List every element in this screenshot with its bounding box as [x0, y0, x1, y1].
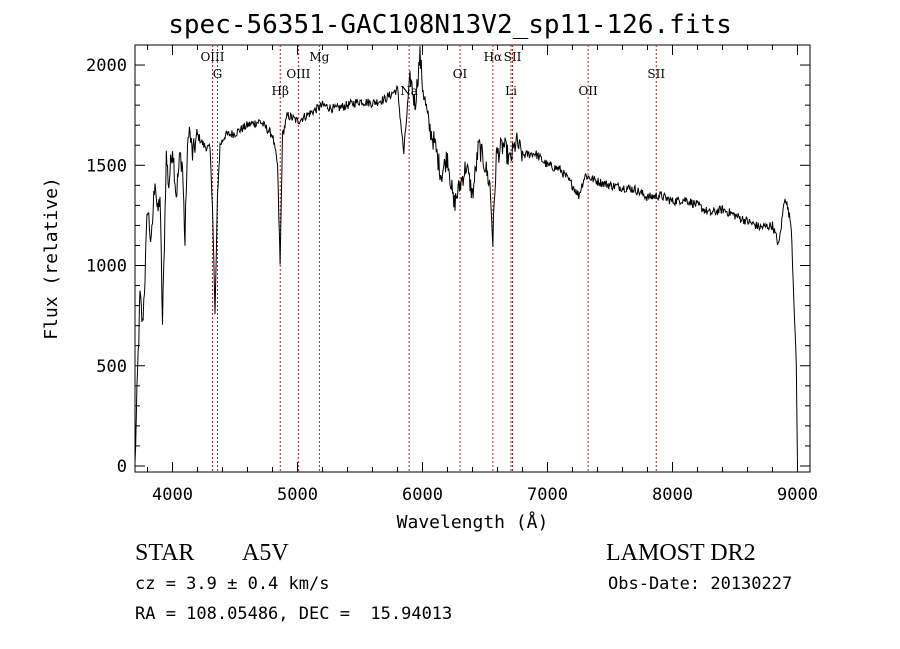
x-tick-label: 7000	[527, 485, 568, 505]
y-tick-label: 1500	[86, 156, 127, 176]
x-axis-label: Wavelength (Å)	[397, 511, 549, 533]
spectral-line-label: OIII	[286, 67, 310, 81]
spectral-line-label: Li	[505, 84, 517, 98]
spectrum-line	[134, 46, 798, 467]
spectral-line-label: OII	[578, 84, 598, 98]
spectral-line-label: G	[213, 67, 223, 81]
coordinates-text: RA = 108.05486, DEC = 15.94013	[135, 604, 453, 624]
y-axis-label: Flux (relative)	[41, 177, 62, 340]
x-tick-label: 5000	[277, 485, 318, 505]
spectral-line-label: OIII	[200, 50, 224, 64]
spectral-line-label: SII	[647, 67, 665, 81]
object-subclass: A5V	[242, 540, 289, 566]
spectral-line-label: Hα	[484, 50, 503, 64]
spectral-line-label: SII	[504, 50, 522, 64]
spectral-line-label: Mg	[309, 50, 329, 64]
x-tick-label: 8000	[652, 485, 693, 505]
x-tick-label: 4000	[152, 485, 193, 505]
object-class: STAR	[135, 540, 195, 566]
y-tick-label: 500	[96, 357, 127, 377]
plot-frame	[134, 44, 811, 473]
x-tick-label: 6000	[402, 485, 443, 505]
chart-title: spec-56351-GAC108N13V2_sp11-126.fits	[168, 10, 732, 40]
observation-date: Obs-Date: 20130227	[608, 574, 793, 594]
x-tick-label: 9000	[777, 485, 818, 505]
spectral-line-label: OI	[453, 67, 468, 81]
y-tick-label: 2000	[86, 56, 127, 76]
survey-name: LAMOST DR2	[606, 540, 756, 566]
redshift-text: cz = 3.9 ± 0.4 km/s	[135, 574, 330, 594]
spectral-line-label: Hβ	[272, 84, 289, 98]
y-tick-label: 0	[117, 457, 127, 477]
y-tick-label: 1000	[86, 257, 127, 277]
